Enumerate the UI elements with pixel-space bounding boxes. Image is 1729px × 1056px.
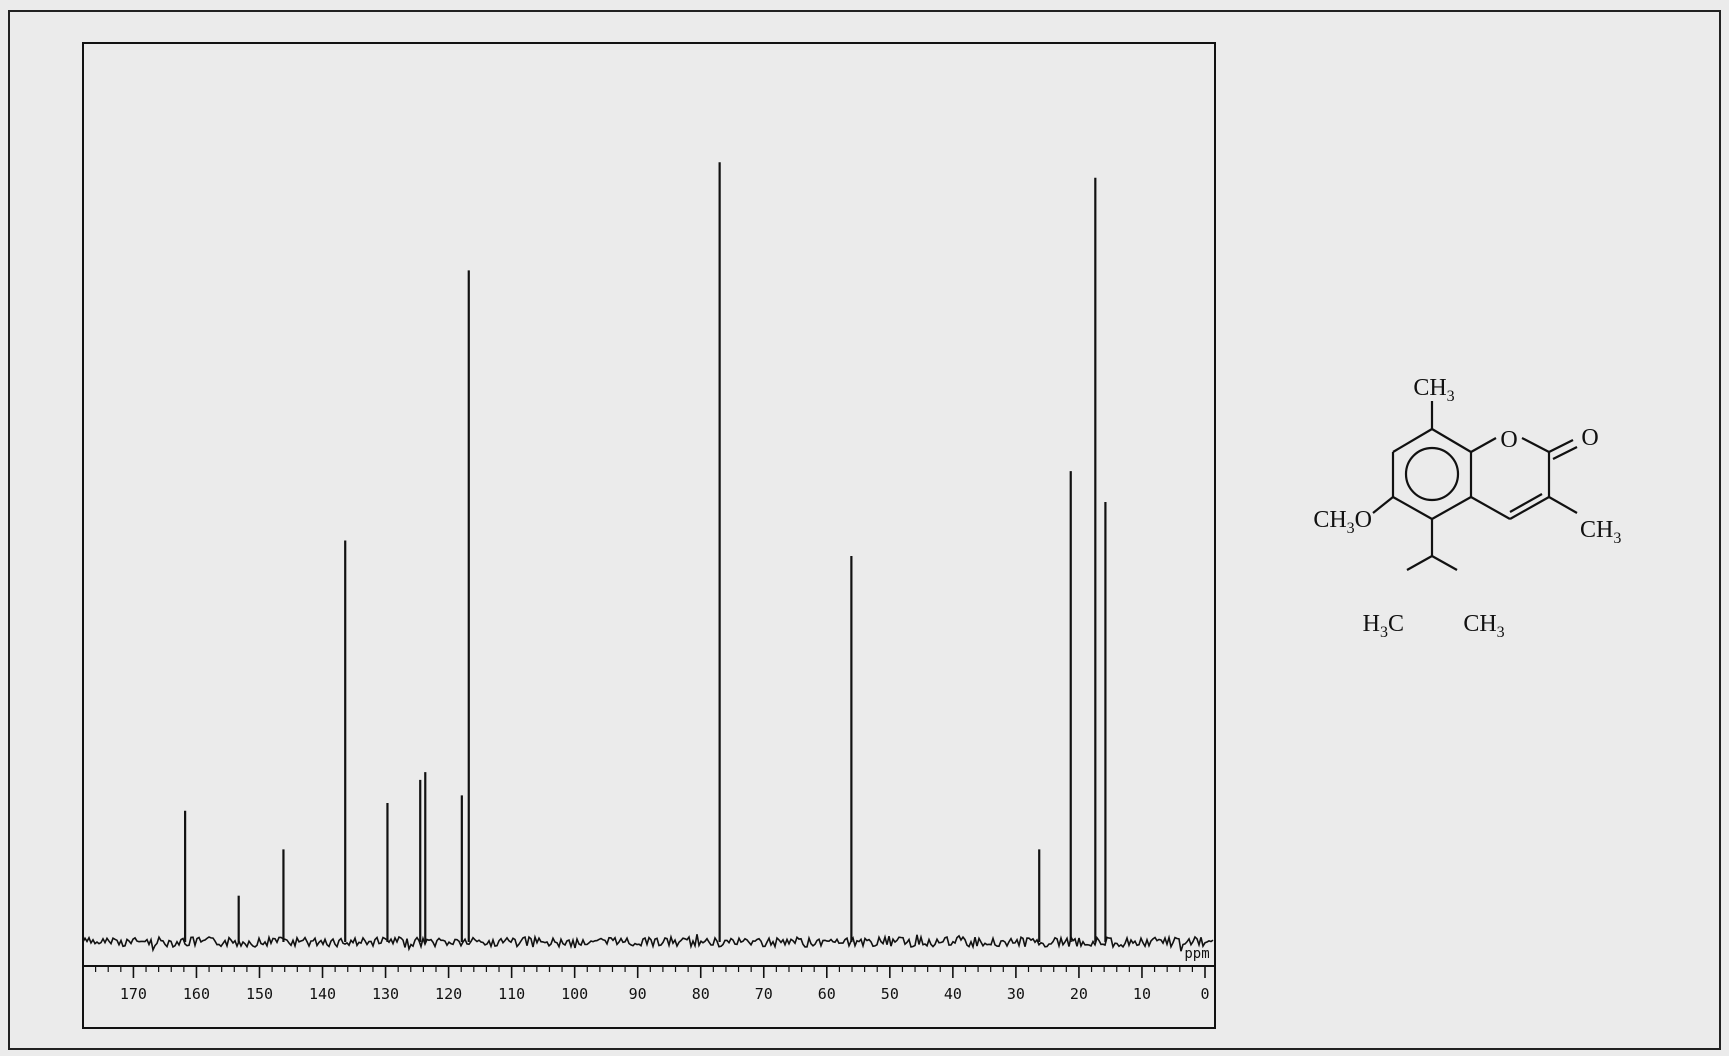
tick-label-0: 0: [1200, 985, 1209, 1003]
label-ring-oxygen: O: [1500, 427, 1517, 453]
bond-methyl-right: [1548, 496, 1578, 514]
tick-label-130: 130: [372, 985, 399, 1003]
bond-ring-6: [1392, 428, 1433, 453]
tick-label-80: 80: [692, 985, 710, 1003]
label-h3c: H3C: [1363, 611, 1404, 641]
tick-label-140: 140: [309, 985, 336, 1003]
bond-carbonyl-a: [1548, 439, 1574, 453]
aromatic-circle: [1404, 446, 1460, 502]
structure-bonds: [1372, 401, 1578, 571]
bond-ring-3: [1431, 496, 1472, 520]
bond-ring-1: [1431, 428, 1472, 453]
peaks-layer: [184, 162, 1107, 942]
bond-c4-c4a: [1470, 496, 1511, 520]
bond-c3-c4: [1509, 496, 1550, 520]
tick-label-10: 10: [1133, 985, 1151, 1003]
bond-isopropyl-left: [1406, 555, 1433, 571]
label-methoxy: CH3O: [1313, 507, 1372, 537]
bond-isopropyl-right: [1431, 555, 1458, 571]
label-carbonyl-oxygen: O: [1581, 425, 1598, 451]
bond-ring-4: [1392, 496, 1433, 520]
baseline-noise: [82, 934, 1214, 953]
tick-label-150: 150: [246, 985, 273, 1003]
tick-label-50: 50: [881, 985, 899, 1003]
x-unit-label: ppm: [1184, 946, 1209, 962]
x-axis-ticks: 170 160 150 140 130 120 110 100 90 80 70 60 50 40 30 20…: [95, 966, 1210, 1003]
bond-c3-c4-double: [1509, 493, 1543, 513]
tick-label-70: 70: [755, 985, 773, 1003]
label-ch3-bottom: CH3: [1463, 611, 1504, 641]
tick-label-40: 40: [944, 985, 962, 1003]
sheet-border: [8, 10, 1721, 1050]
tick-label-110: 110: [498, 985, 525, 1003]
molecule-structure: CH3 O O CH3O CH3 H3C CH3: [1313, 375, 1621, 641]
tick-label-160: 160: [183, 985, 210, 1003]
bond-ring-oxygen-left: [1470, 437, 1497, 453]
tick-label-60: 60: [818, 985, 836, 1003]
tick-label-90: 90: [629, 985, 647, 1003]
label-ch3-right: CH3: [1580, 517, 1621, 547]
structure-labels: CH3 O O CH3O CH3 H3C CH3: [1313, 375, 1621, 641]
tick-label-30: 30: [1007, 985, 1025, 1003]
bond-carbonyl-b: [1552, 446, 1578, 460]
tick-label-20: 20: [1070, 985, 1088, 1003]
label-ch3-top: CH3: [1413, 375, 1454, 405]
plot-frame: [82, 42, 1216, 1029]
tick-label-100: 100: [561, 985, 588, 1003]
tick-label-120: 120: [435, 985, 462, 1003]
bond-methoxy: [1372, 496, 1394, 514]
tick-label-170: 170: [120, 985, 147, 1003]
bond-ring-oxygen-right: [1521, 437, 1550, 453]
